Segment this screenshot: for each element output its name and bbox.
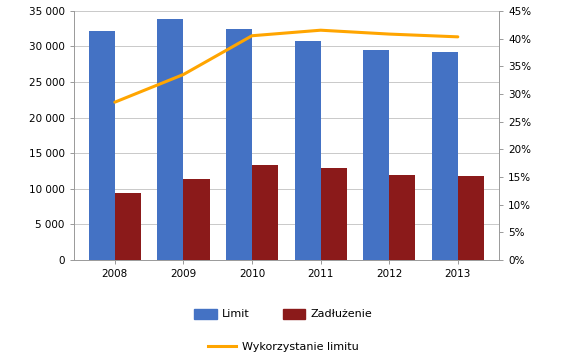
- Legend: Wykorzystanie limitu: Wykorzystanie limitu: [209, 342, 358, 352]
- Bar: [431, 52, 458, 260]
- Bar: [158, 19, 184, 260]
- Bar: [363, 50, 389, 260]
- Bar: [226, 29, 252, 260]
- Bar: [252, 165, 278, 260]
- Bar: [115, 193, 141, 260]
- Bar: [295, 42, 320, 260]
- Legend: Limit, Zadłużenie: Limit, Zadłużenie: [194, 309, 373, 319]
- Bar: [89, 31, 115, 260]
- Bar: [389, 174, 415, 260]
- Bar: [184, 179, 210, 260]
- Bar: [320, 168, 346, 260]
- Bar: [458, 176, 484, 260]
